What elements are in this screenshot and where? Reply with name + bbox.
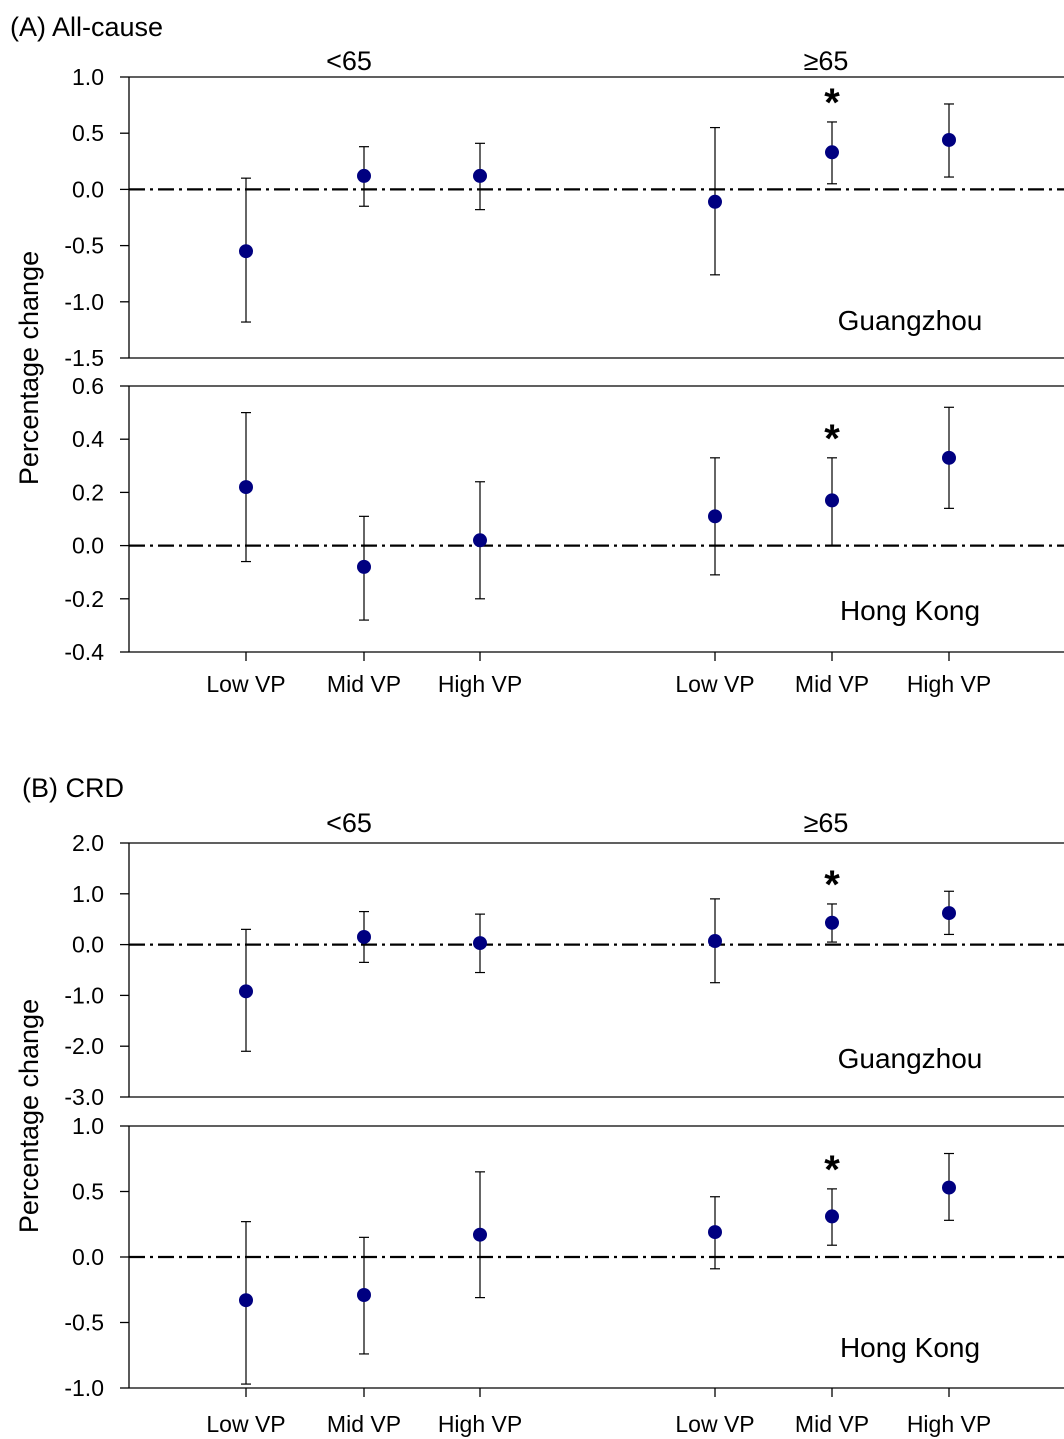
y-tick-label: -1.0 [64, 289, 104, 315]
x-tick-label: High VP [438, 1411, 522, 1437]
y-tick-label: 0.0 [72, 932, 104, 958]
y-tick-label: 0.4 [72, 426, 104, 452]
y-axis-label: Percentage change [14, 251, 44, 485]
panel-hong-kong: 1.0 0.5 0.0 -0.5 -1.0 * Hong Kong Low VP Mid VP H… [64, 1113, 1064, 1437]
data-point [825, 145, 839, 160]
data-point [825, 493, 839, 508]
y-tick-label: 0.0 [72, 533, 104, 559]
y-tick-label: 1.0 [72, 881, 104, 907]
data-point [942, 906, 956, 921]
city-label: Hong Kong [840, 595, 980, 626]
data-point [942, 132, 956, 147]
city-label: Guangzhou [838, 1043, 983, 1074]
data-point [942, 1180, 956, 1195]
data-point [942, 450, 956, 465]
figure-title: (B) CRD [22, 773, 124, 803]
panel-guangzhou: 2.0 1.0 0.0 -1.0 -2.0 -3.0 * Guangzhou [64, 830, 1064, 1110]
data-point [357, 929, 371, 944]
group-label: <65 [326, 46, 372, 76]
x-tick-label: Mid VP [795, 1411, 869, 1437]
data-point [239, 984, 253, 999]
y-tick-label: -2.0 [64, 1033, 104, 1059]
y-tick-label: -1.0 [64, 982, 104, 1008]
panel-guangzhou: 1.0 0.5 0.0 -0.5 -1.0 -1.5 * Guangzhou [64, 64, 1064, 371]
data-point [473, 1227, 487, 1242]
data-point [357, 168, 371, 183]
data-point [708, 194, 722, 209]
y-tick-label: 0.5 [72, 120, 104, 146]
data-point [239, 244, 253, 259]
x-tick-label: High VP [907, 671, 991, 697]
y-tick-label: -1.5 [64, 345, 104, 371]
city-label: Hong Kong [840, 1332, 980, 1363]
y-tick-label: 0.5 [72, 1179, 104, 1205]
data-point [473, 168, 487, 183]
y-tick-label: 0.6 [72, 373, 104, 399]
x-tick-label: Mid VP [327, 671, 401, 697]
y-tick-label: -1.0 [64, 1375, 104, 1401]
x-tick-label: Low VP [206, 1411, 285, 1437]
y-tick-label: -0.2 [64, 586, 104, 612]
data-point [239, 1293, 253, 1308]
x-tick-label: Low VP [675, 1411, 754, 1437]
data-point [708, 1225, 722, 1240]
group-label: <65 [326, 808, 372, 838]
y-tick-label: -0.4 [64, 639, 104, 665]
data-point [357, 559, 371, 574]
figure-a: (A) All-cause <65 ≥65 Percentage change 1.0 0… [10, 12, 1064, 697]
panel-hong-kong: 0.6 0.4 0.2 0.0 -0.2 -0.4 * Hong Kong Low VP Mid … [64, 373, 1064, 697]
x-tick-label: Low VP [675, 671, 754, 697]
group-label: ≥65 [804, 808, 849, 838]
x-tick-label: High VP [438, 671, 522, 697]
x-tick-label: Low VP [206, 671, 285, 697]
data-point [708, 934, 722, 949]
significance-marker: * [824, 1148, 840, 1192]
y-tick-label: 1.0 [72, 1113, 104, 1139]
data-point [825, 915, 839, 930]
group-label: ≥65 [804, 46, 849, 76]
x-tick-label: Mid VP [327, 1411, 401, 1437]
data-point [708, 509, 722, 524]
data-point [473, 533, 487, 548]
y-tick-label: 0.0 [72, 1244, 104, 1270]
y-tick-label: -0.5 [64, 233, 104, 259]
data-point [473, 936, 487, 951]
figure-title: (A) All-cause [10, 12, 163, 42]
data-point [357, 1287, 371, 1302]
significance-marker: * [824, 863, 840, 907]
y-tick-label: -0.5 [64, 1310, 104, 1336]
data-point [239, 480, 253, 495]
data-point [825, 1209, 839, 1224]
y-tick-label: -3.0 [64, 1084, 104, 1110]
y-tick-label: 0.2 [72, 479, 104, 505]
y-tick-label: 0.0 [72, 176, 104, 202]
figure-b: (B) CRD <65 ≥65 Percentage change 2.0 1.0 0.0 -… [14, 773, 1064, 1437]
y-tick-label: 1.0 [72, 64, 104, 90]
y-tick-label: 2.0 [72, 830, 104, 856]
city-label: Guangzhou [838, 305, 983, 336]
y-axis-label: Percentage change [14, 999, 44, 1233]
x-tick-label: Mid VP [795, 671, 869, 697]
significance-marker: * [824, 81, 840, 125]
x-tick-label: High VP [907, 1411, 991, 1437]
significance-marker: * [824, 417, 840, 461]
